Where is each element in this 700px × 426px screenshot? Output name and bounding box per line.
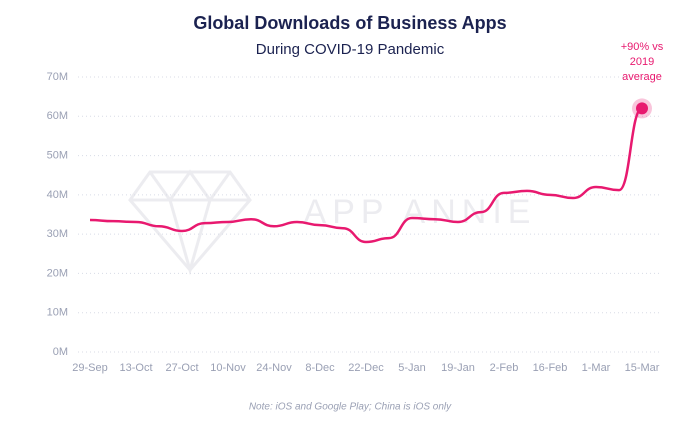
y-tick-label: 10M [47,307,68,319]
x-tick-label: 29-Sep [72,362,107,374]
y-tick-label: 70M [47,71,68,83]
x-tick-label: 15-Mar [625,362,660,374]
y-tick-label: 20M [47,267,68,279]
y-tick-label: 30M [47,228,68,240]
annotation: 2019 [630,56,654,68]
annotation: +90% vs [621,41,664,53]
line [89,107,643,244]
watermark: APP ANNIE [304,193,537,231]
end-point [636,102,648,115]
y-tick-label: 60M [47,110,68,122]
chart-subtitle: During COVID-19 Pandemic [256,41,445,58]
x-tick-label: 16-Feb [533,362,568,374]
annotation: average [622,71,662,83]
x-tick-label: 13-Oct [119,362,152,374]
x-tick-label: 10-Nov [210,362,246,374]
y-tick-label: 0M [53,346,68,358]
x-tick-label: 5-Jan [398,362,426,374]
x-tick-label: 1-Mar [582,362,611,374]
x-tick-label: 27-Oct [165,362,198,374]
note: Note: iOS and Google Play; China is iOS … [249,402,452,413]
x-tick-label: 2-Feb [490,362,519,374]
x-tick-label: 22-Dec [348,362,384,374]
y-tick-label: 50M [47,149,68,161]
x-tick-label: 24-Nov [256,362,292,374]
x-tick-label: 19-Jan [441,362,475,374]
x-tick-label: 8-Dec [305,362,335,374]
watermark-logo [128,169,252,276]
y-tick-label: 40M [47,189,68,201]
chart-title: Global Downloads of Business Apps [193,13,506,33]
